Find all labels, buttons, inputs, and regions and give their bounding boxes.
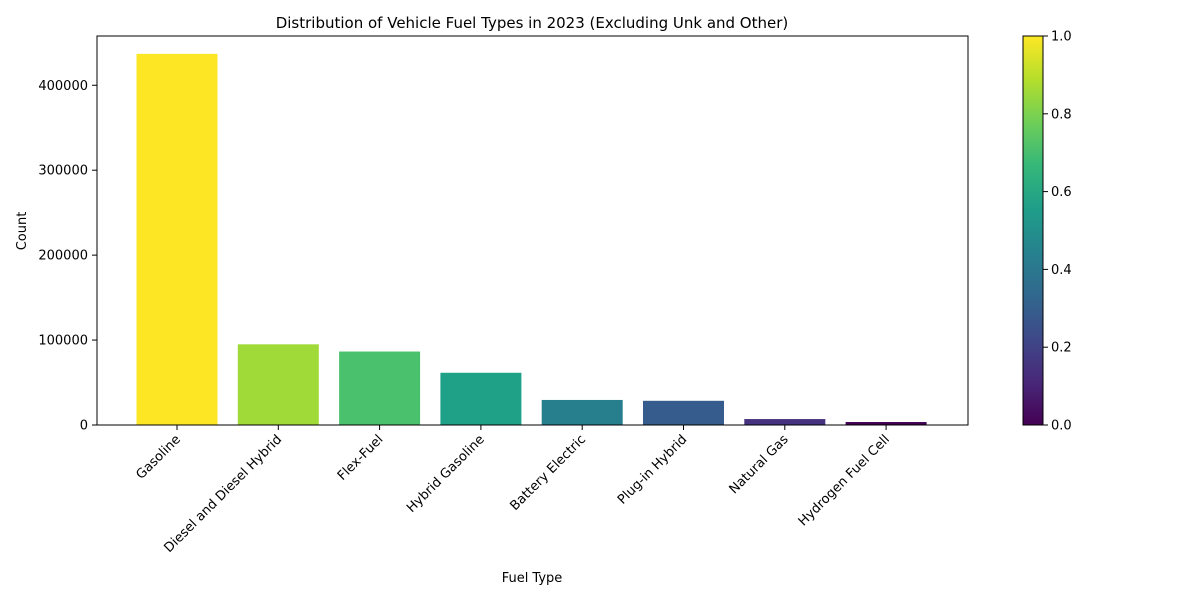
- colorbar-tick-label: 0.4: [1051, 263, 1072, 278]
- x-tick-label: Plug-in Hybrid: [615, 432, 690, 507]
- y-tick-label: 300000: [38, 164, 88, 179]
- x-tick-label: Hydrogen Fuel Cell: [796, 432, 893, 529]
- plot-area: [136, 53, 927, 425]
- bar-natural-gas: [744, 419, 826, 425]
- y-tick-label: 100000: [38, 334, 88, 349]
- colorbar-tick-label: 0.0: [1051, 419, 1072, 434]
- plot-frame: [96, 35, 969, 426]
- colorbar-tick-label: 0.2: [1051, 341, 1072, 356]
- bar-battery-electric: [541, 399, 623, 425]
- x-tick-label: Flex-Fuel: [335, 432, 387, 484]
- bar-gasoline: [136, 53, 218, 425]
- x-tick-label: Gasoline: [133, 432, 183, 482]
- bar-plug-in-hybrid: [643, 400, 724, 425]
- x-tick-label: Battery Electric: [507, 432, 589, 514]
- y-tick-label: 0: [80, 419, 88, 434]
- x-axis-label: Fuel Type: [502, 571, 563, 586]
- x-tick-label: Diesel and Diesel Hybrid: [162, 432, 286, 556]
- x-tick-label: Natural Gas: [727, 432, 792, 497]
- colorbar: 0.0 0.2 0.4 0.6 0.8 1.0: [1022, 30, 1072, 434]
- y-tick-label: 400000: [38, 79, 88, 94]
- y-tick-label: 200000: [38, 249, 88, 264]
- y-axis: 0 100000 200000 300000 400000: [38, 79, 97, 434]
- bar-hybrid-gasoline: [440, 372, 522, 425]
- chart-title: Distribution of Vehicle Fuel Types in 20…: [276, 14, 789, 32]
- bar-diesel-and-diesel-hybrid: [237, 344, 319, 425]
- colorbar-tick-label: 0.6: [1051, 185, 1072, 200]
- x-tick-label: Hybrid Gasoline: [404, 432, 488, 516]
- colorbar-bar: [1022, 35, 1044, 426]
- y-axis-label: Count: [15, 212, 30, 251]
- bar-hydrogen-fuel-cell: [845, 422, 927, 425]
- bar-flex-fuel: [339, 351, 421, 425]
- colorbar-tick-label: 0.8: [1051, 107, 1072, 122]
- colorbar-tick-label: 1.0: [1051, 30, 1072, 45]
